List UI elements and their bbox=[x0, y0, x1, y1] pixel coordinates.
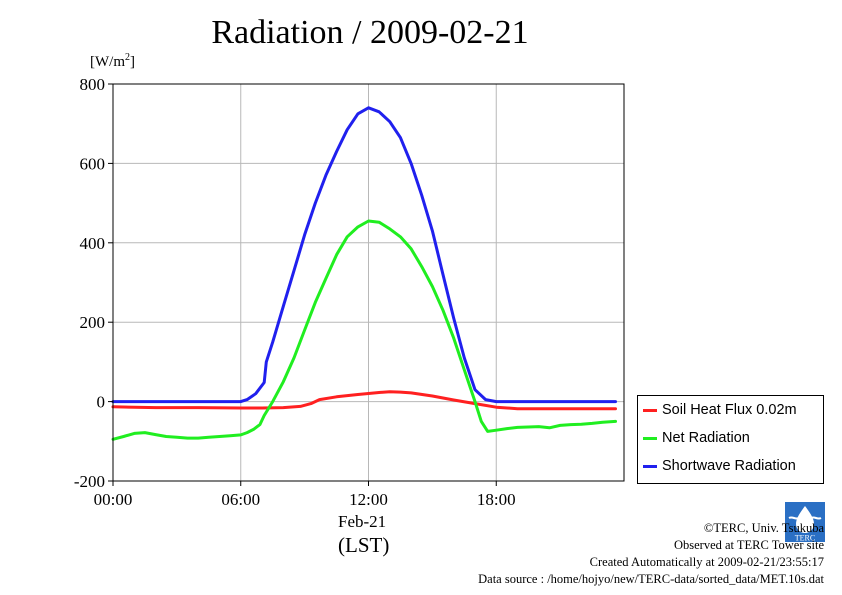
x-tick-label: 06:00 bbox=[221, 490, 260, 509]
x-tick-label: 00:00 bbox=[94, 490, 133, 509]
footer-created: Created Automatically at 2009-02-21/23:5… bbox=[589, 555, 824, 569]
x-axis-date-label: Feb-21 bbox=[338, 512, 387, 531]
y-tick-label: 600 bbox=[80, 154, 106, 173]
chart-legend: Soil Heat Flux 0.02m Net Radiation Short… bbox=[637, 395, 824, 484]
y-tick-label: 400 bbox=[80, 234, 106, 253]
legend-item-soil-heat-flux: Soil Heat Flux 0.02m bbox=[638, 396, 823, 424]
y-tick-label: 200 bbox=[80, 313, 106, 332]
series-line-shortwave-radiation bbox=[111, 106, 617, 404]
y-axis-ticks: -200 0 200 400 600 800 bbox=[74, 75, 113, 491]
grid-lines bbox=[113, 84, 624, 481]
legend-label-shortwave-radiation: Shortwave Radiation bbox=[662, 458, 796, 474]
x-tick-label: 12:00 bbox=[349, 490, 388, 509]
y-tick-label: -200 bbox=[74, 472, 105, 491]
legend-label-net-radiation: Net Radiation bbox=[662, 430, 750, 446]
legend-swatch-shortwave-radiation bbox=[643, 465, 657, 468]
legend-item-shortwave-radiation: Shortwave Radiation bbox=[638, 452, 823, 480]
footer-copyright: ©TERC, Univ. Tsukuba bbox=[703, 521, 824, 535]
y-tick-label: 0 bbox=[97, 393, 106, 412]
y-axis-unit-label: [W/m2] bbox=[90, 52, 135, 71]
y-unit-prefix: [W/m bbox=[90, 54, 125, 70]
footer-source: Data source : /home/hojyo/new/TERC-data/… bbox=[478, 572, 824, 586]
legend-swatch-soil-heat-flux bbox=[643, 409, 657, 412]
chart-title: Radiation / 2009-02-21 bbox=[211, 14, 529, 51]
logo-text: TERC bbox=[795, 534, 815, 543]
footer-site: Observed at TERC Tower site bbox=[673, 538, 824, 552]
series-line-soil-heat-flux-0-02m bbox=[111, 390, 617, 411]
x-tick-label: 18:00 bbox=[477, 490, 516, 509]
x-axis-timezone-label: (LST) bbox=[338, 533, 390, 557]
legend-label-soil-heat-flux: Soil Heat Flux 0.02m bbox=[662, 402, 797, 418]
legend-item-net-radiation: Net Radiation bbox=[638, 424, 823, 452]
y-unit-exponent: 2 bbox=[125, 52, 130, 63]
y-tick-label: 800 bbox=[80, 75, 106, 94]
series-line-net-radiation bbox=[111, 219, 617, 441]
footer-info: ©TERC, Univ. Tsukuba Observed at TERC To… bbox=[478, 520, 824, 588]
terc-logo-icon: TERC bbox=[785, 502, 825, 542]
x-axis-ticks: 00:00 06:00 12:00 18:00 bbox=[94, 481, 516, 509]
series-lines bbox=[111, 106, 617, 441]
legend-swatch-net-radiation bbox=[643, 437, 657, 440]
y-unit-suffix: ] bbox=[130, 54, 135, 70]
